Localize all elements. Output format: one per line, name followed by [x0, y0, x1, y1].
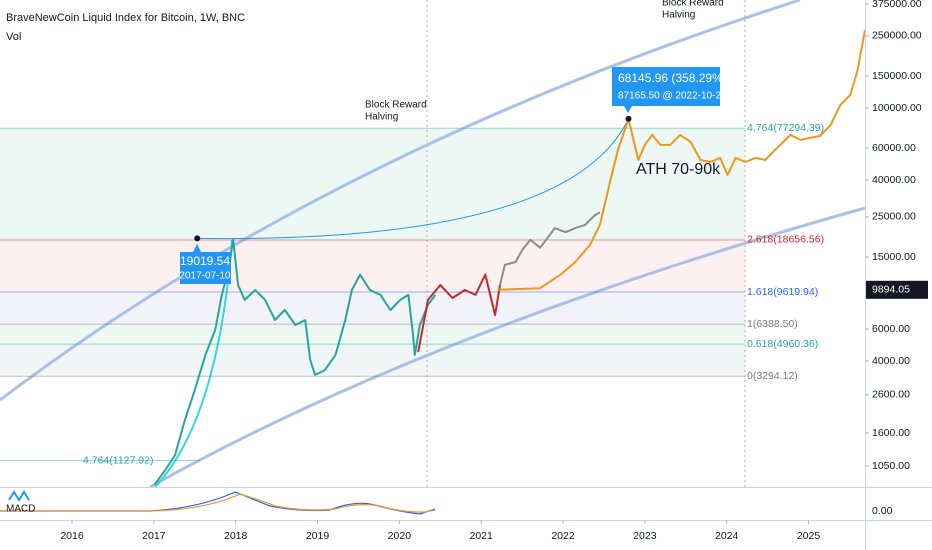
macd-icon	[8, 490, 30, 502]
plot	[0, 29, 866, 486]
x-tick-label: 2025	[797, 530, 821, 542]
fib-zone	[0, 324, 745, 345]
x-tick-label: 2017	[142, 530, 166, 542]
measure-point	[194, 235, 201, 242]
fib-label: 0.618(4960.36)	[747, 338, 818, 350]
y-tick-label: 250000.00	[872, 30, 922, 42]
macd-axis-label: 0.00	[872, 505, 893, 517]
y-tick-label: 4000.00	[872, 355, 910, 367]
fib-label: 2.618(18656.56)	[747, 234, 824, 246]
callout-box	[612, 67, 720, 113]
last-price-label: 9894.05	[872, 284, 910, 296]
fib-label: 0(3294.12)	[747, 370, 798, 382]
macd-label: MACD	[6, 504, 35, 515]
upper-channel	[0, 0, 801, 402]
lower-channel	[149, 206, 866, 489]
y-tick-label: 1600.00	[872, 427, 910, 439]
y-tick-label: 150000.00	[872, 70, 922, 82]
measure-curve	[197, 118, 629, 240]
fib-zone	[0, 344, 745, 377]
y-tick-label: 1050.00	[872, 460, 910, 472]
measure-point	[625, 115, 632, 122]
callout-box	[180, 244, 231, 284]
halving-label: Block Reward	[662, 0, 724, 9]
series-line	[417, 273, 501, 353]
series-line	[499, 211, 601, 286]
fib-label: 4.764(77294.39)	[747, 122, 824, 134]
fib-zone	[0, 292, 745, 325]
signal-line	[0, 493, 436, 513]
x-tick-label: 2018	[224, 530, 248, 542]
subtitle: Vol	[6, 31, 21, 43]
callout-change: 68145.96 (358.29%) in 1932d	[618, 71, 776, 85]
callout-date: 2017-07-10	[179, 271, 231, 282]
x-tick-label: 2022	[551, 530, 575, 542]
fib-label: 1(6388.50)	[747, 318, 798, 330]
annotation: ATH 70-90k	[636, 161, 721, 178]
x-tick-label: 2020	[388, 530, 412, 542]
chart-title: BraveNewCoin Liquid Index for Bitcoin, 1…	[6, 12, 245, 24]
halving-label: Block Reward	[365, 100, 427, 111]
series-line	[153, 238, 437, 486]
x-tick-label: 2016	[60, 530, 84, 542]
last-price-box	[866, 280, 928, 299]
x-tick-label: 2019	[306, 530, 330, 542]
y-tick-label: 6000.00	[872, 323, 910, 335]
series-line	[497, 29, 866, 291]
x-tick-label: 2024	[715, 530, 739, 542]
x-tick-label: 2023	[633, 530, 657, 542]
y-tick-label: 40000.00	[872, 174, 916, 186]
y-tick-label: 60000.00	[872, 142, 916, 154]
fib-zone	[0, 239, 745, 293]
fib-zone	[0, 128, 745, 240]
halving-label: Halving	[365, 112, 398, 123]
y-tick-label: 100000.00	[872, 102, 922, 114]
y-tick-label: 25000.00	[872, 211, 916, 223]
fib-label: 1.618(9619.94)	[747, 286, 818, 298]
fib-label: 4.764(1127.92)	[83, 454, 153, 466]
callout-end: 87165.50 @ 2022-10-23	[618, 91, 727, 102]
fib-zones	[0, 128, 745, 377]
y-tick-label: 15000.00	[872, 251, 916, 263]
y-tick-label: 375000.00	[872, 0, 922, 10]
callout-value: 19019.54	[180, 254, 230, 268]
x-tick-label: 2021	[470, 530, 494, 542]
halving-label: Halving	[662, 10, 695, 21]
y-tick-label: 2600.00	[872, 389, 910, 401]
